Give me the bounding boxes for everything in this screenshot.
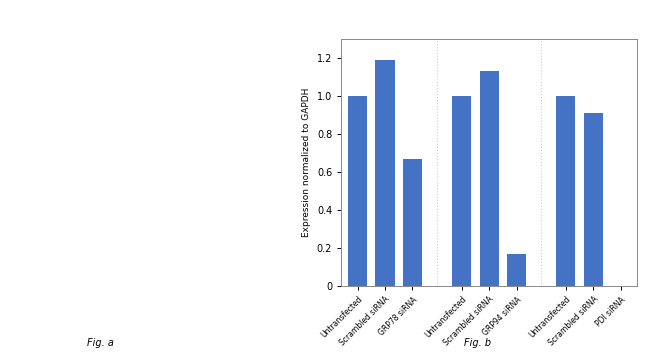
Y-axis label: Expression normalized to GAPDH: Expression normalized to GAPDH bbox=[302, 88, 311, 237]
Bar bbox=[507, 253, 526, 286]
Bar bbox=[348, 96, 367, 286]
Text: Fig. b: Fig. b bbox=[464, 338, 491, 348]
Text: Fig. a: Fig. a bbox=[87, 338, 114, 348]
Bar bbox=[480, 71, 499, 286]
Bar bbox=[376, 60, 395, 286]
Bar bbox=[403, 158, 422, 286]
Bar bbox=[452, 96, 471, 286]
Bar bbox=[584, 113, 603, 286]
Bar bbox=[556, 96, 575, 286]
